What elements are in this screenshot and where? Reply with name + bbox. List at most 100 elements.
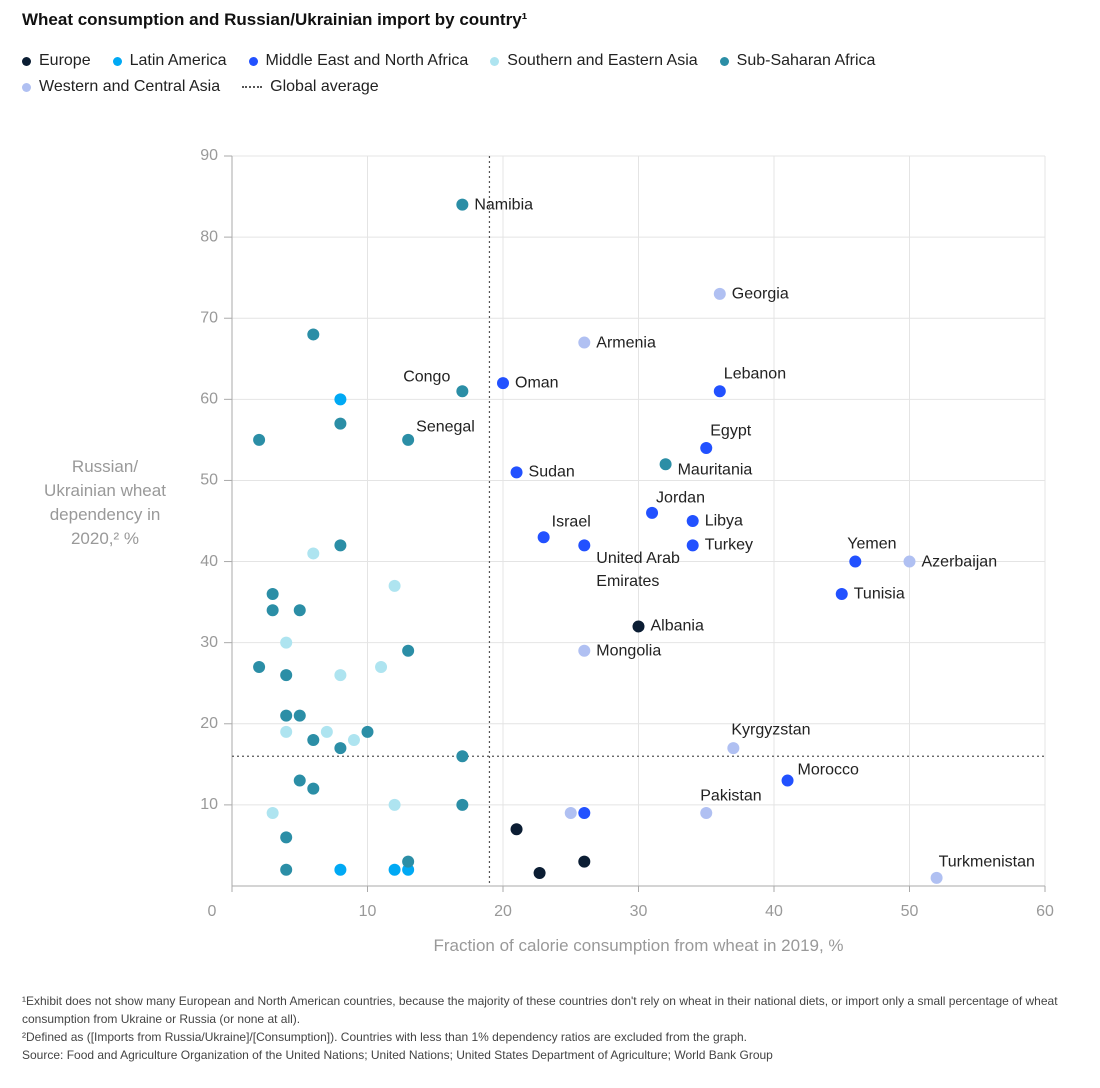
point bbox=[334, 393, 347, 406]
point bbox=[849, 555, 862, 568]
point bbox=[402, 855, 415, 868]
point bbox=[497, 377, 509, 390]
point-label: Senegal bbox=[416, 418, 475, 436]
chart-title: Wheat consumption and Russian/Ukrainian … bbox=[22, 10, 528, 29]
point bbox=[334, 669, 347, 682]
point-label: Jordan bbox=[656, 489, 705, 507]
point bbox=[686, 515, 699, 527]
point bbox=[781, 774, 794, 787]
point bbox=[334, 417, 347, 430]
point bbox=[564, 807, 577, 819]
y-tick-label: 30 bbox=[200, 634, 218, 651]
legend-marker bbox=[22, 56, 31, 66]
legend-marker bbox=[248, 56, 258, 66]
point bbox=[700, 807, 713, 819]
point bbox=[280, 636, 293, 649]
point bbox=[578, 539, 591, 552]
x-tick-label: 10 bbox=[359, 903, 377, 920]
y-tick-label: 70 bbox=[200, 309, 218, 326]
point bbox=[280, 831, 293, 844]
point-label: Libya bbox=[704, 512, 743, 530]
point bbox=[280, 725, 293, 738]
point bbox=[334, 539, 347, 552]
x-tick-label: 30 bbox=[630, 903, 648, 920]
point bbox=[320, 725, 333, 738]
legend-label: Europe bbox=[39, 52, 91, 69]
point bbox=[578, 855, 591, 868]
point bbox=[510, 466, 523, 479]
legend: Europe Latin America Middle East and North… bbox=[22, 52, 1082, 96]
point bbox=[930, 871, 943, 884]
point bbox=[388, 798, 401, 811]
point bbox=[402, 644, 415, 657]
point-label: Kyrgyzstan bbox=[731, 721, 811, 739]
point-label: Israel bbox=[551, 513, 591, 531]
legend-marker bbox=[22, 82, 31, 92]
point-label: Congo bbox=[403, 368, 451, 386]
legend-item: Latin America bbox=[112, 52, 227, 70]
point-label: Turkey bbox=[704, 536, 753, 554]
point-label: United Arab Emirates bbox=[596, 550, 680, 591]
point bbox=[293, 774, 306, 787]
legend-marker bbox=[719, 56, 729, 66]
point bbox=[510, 823, 523, 836]
point bbox=[266, 604, 279, 617]
point bbox=[375, 661, 388, 673]
footnote: ²Defined as ([Imports from Russia/Ukrain… bbox=[22, 1030, 748, 1044]
point bbox=[293, 709, 306, 722]
y-tick-label: 80 bbox=[200, 228, 218, 245]
point bbox=[334, 863, 347, 876]
point bbox=[253, 433, 266, 446]
point bbox=[533, 867, 546, 880]
point bbox=[280, 709, 293, 722]
point-label: Sudan bbox=[528, 463, 575, 481]
point bbox=[307, 782, 320, 795]
legend-item: Western and Central Asia bbox=[22, 78, 220, 96]
legend-item: Southern and Eastern Asia bbox=[490, 52, 698, 70]
legend-label: Western and Central Asia bbox=[39, 78, 221, 95]
point-label: Georgia bbox=[731, 285, 789, 303]
point bbox=[456, 385, 469, 398]
x-tick-label: 20 bbox=[494, 903, 512, 920]
point bbox=[456, 750, 469, 763]
point-label: Morocco bbox=[797, 761, 859, 779]
footnotes: ¹Exhibit does not show many European and… bbox=[22, 992, 1082, 1064]
point-label: Tunisia bbox=[853, 585, 905, 603]
legend-label: Sub-Saharan Africa bbox=[736, 52, 876, 69]
point bbox=[280, 863, 293, 876]
legend-label: Southern and Eastern Asia bbox=[507, 52, 698, 69]
legend-label: Middle East and North Africa bbox=[265, 52, 469, 69]
x-axis-label: Fraction of calorie consumption from whe… bbox=[433, 936, 844, 955]
y-tick-label: 90 bbox=[200, 147, 218, 164]
point bbox=[632, 620, 645, 633]
point bbox=[266, 588, 279, 600]
point bbox=[307, 547, 320, 560]
point bbox=[713, 287, 726, 300]
legend-item: Global average bbox=[242, 78, 379, 96]
footnote: ¹Exhibit does not show many European and… bbox=[22, 994, 1058, 1026]
x-tick-label: 0 bbox=[208, 903, 217, 920]
point bbox=[456, 198, 469, 211]
footnote: Source: Food and Agriculture Organizatio… bbox=[22, 1048, 773, 1062]
point bbox=[253, 661, 266, 673]
point-label: Pakistan bbox=[700, 787, 762, 805]
point bbox=[835, 588, 848, 600]
point-label: Azerbaijan bbox=[921, 553, 998, 571]
legend-item: Middle East and North Africa bbox=[248, 52, 469, 70]
legend-marker bbox=[242, 86, 263, 88]
point bbox=[578, 336, 591, 349]
point bbox=[659, 458, 672, 471]
point bbox=[903, 555, 916, 568]
legend-label: Latin America bbox=[129, 52, 227, 69]
point-label: Albania bbox=[650, 617, 704, 635]
y-axis-label: Russian/ Ukrainian wheat dependency in 2… bbox=[44, 457, 166, 548]
point-label: Mauritania bbox=[677, 461, 753, 479]
point-label: Mongolia bbox=[596, 642, 662, 660]
point-label: Lebanon bbox=[723, 365, 787, 383]
y-tick-label: 20 bbox=[200, 715, 218, 732]
point bbox=[361, 725, 374, 738]
x-tick-label: 40 bbox=[765, 903, 783, 920]
point bbox=[646, 506, 659, 519]
